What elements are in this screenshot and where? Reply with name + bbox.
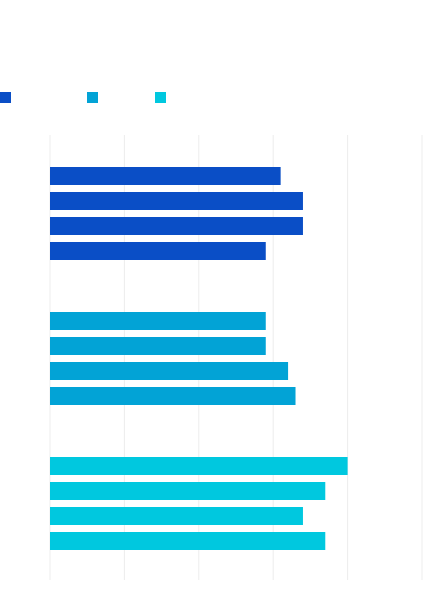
legend-swatch [0, 92, 11, 103]
bar [50, 507, 303, 525]
bar [50, 167, 281, 185]
bar [50, 457, 348, 475]
bar [50, 192, 303, 210]
bar [50, 532, 326, 550]
bar [50, 217, 303, 235]
legend-swatch [155, 92, 166, 103]
bar [50, 242, 266, 260]
bar [50, 387, 296, 405]
bar [50, 312, 266, 330]
bar [50, 482, 326, 500]
bar [50, 362, 289, 380]
legend-swatch [87, 92, 98, 103]
bar [50, 337, 266, 355]
